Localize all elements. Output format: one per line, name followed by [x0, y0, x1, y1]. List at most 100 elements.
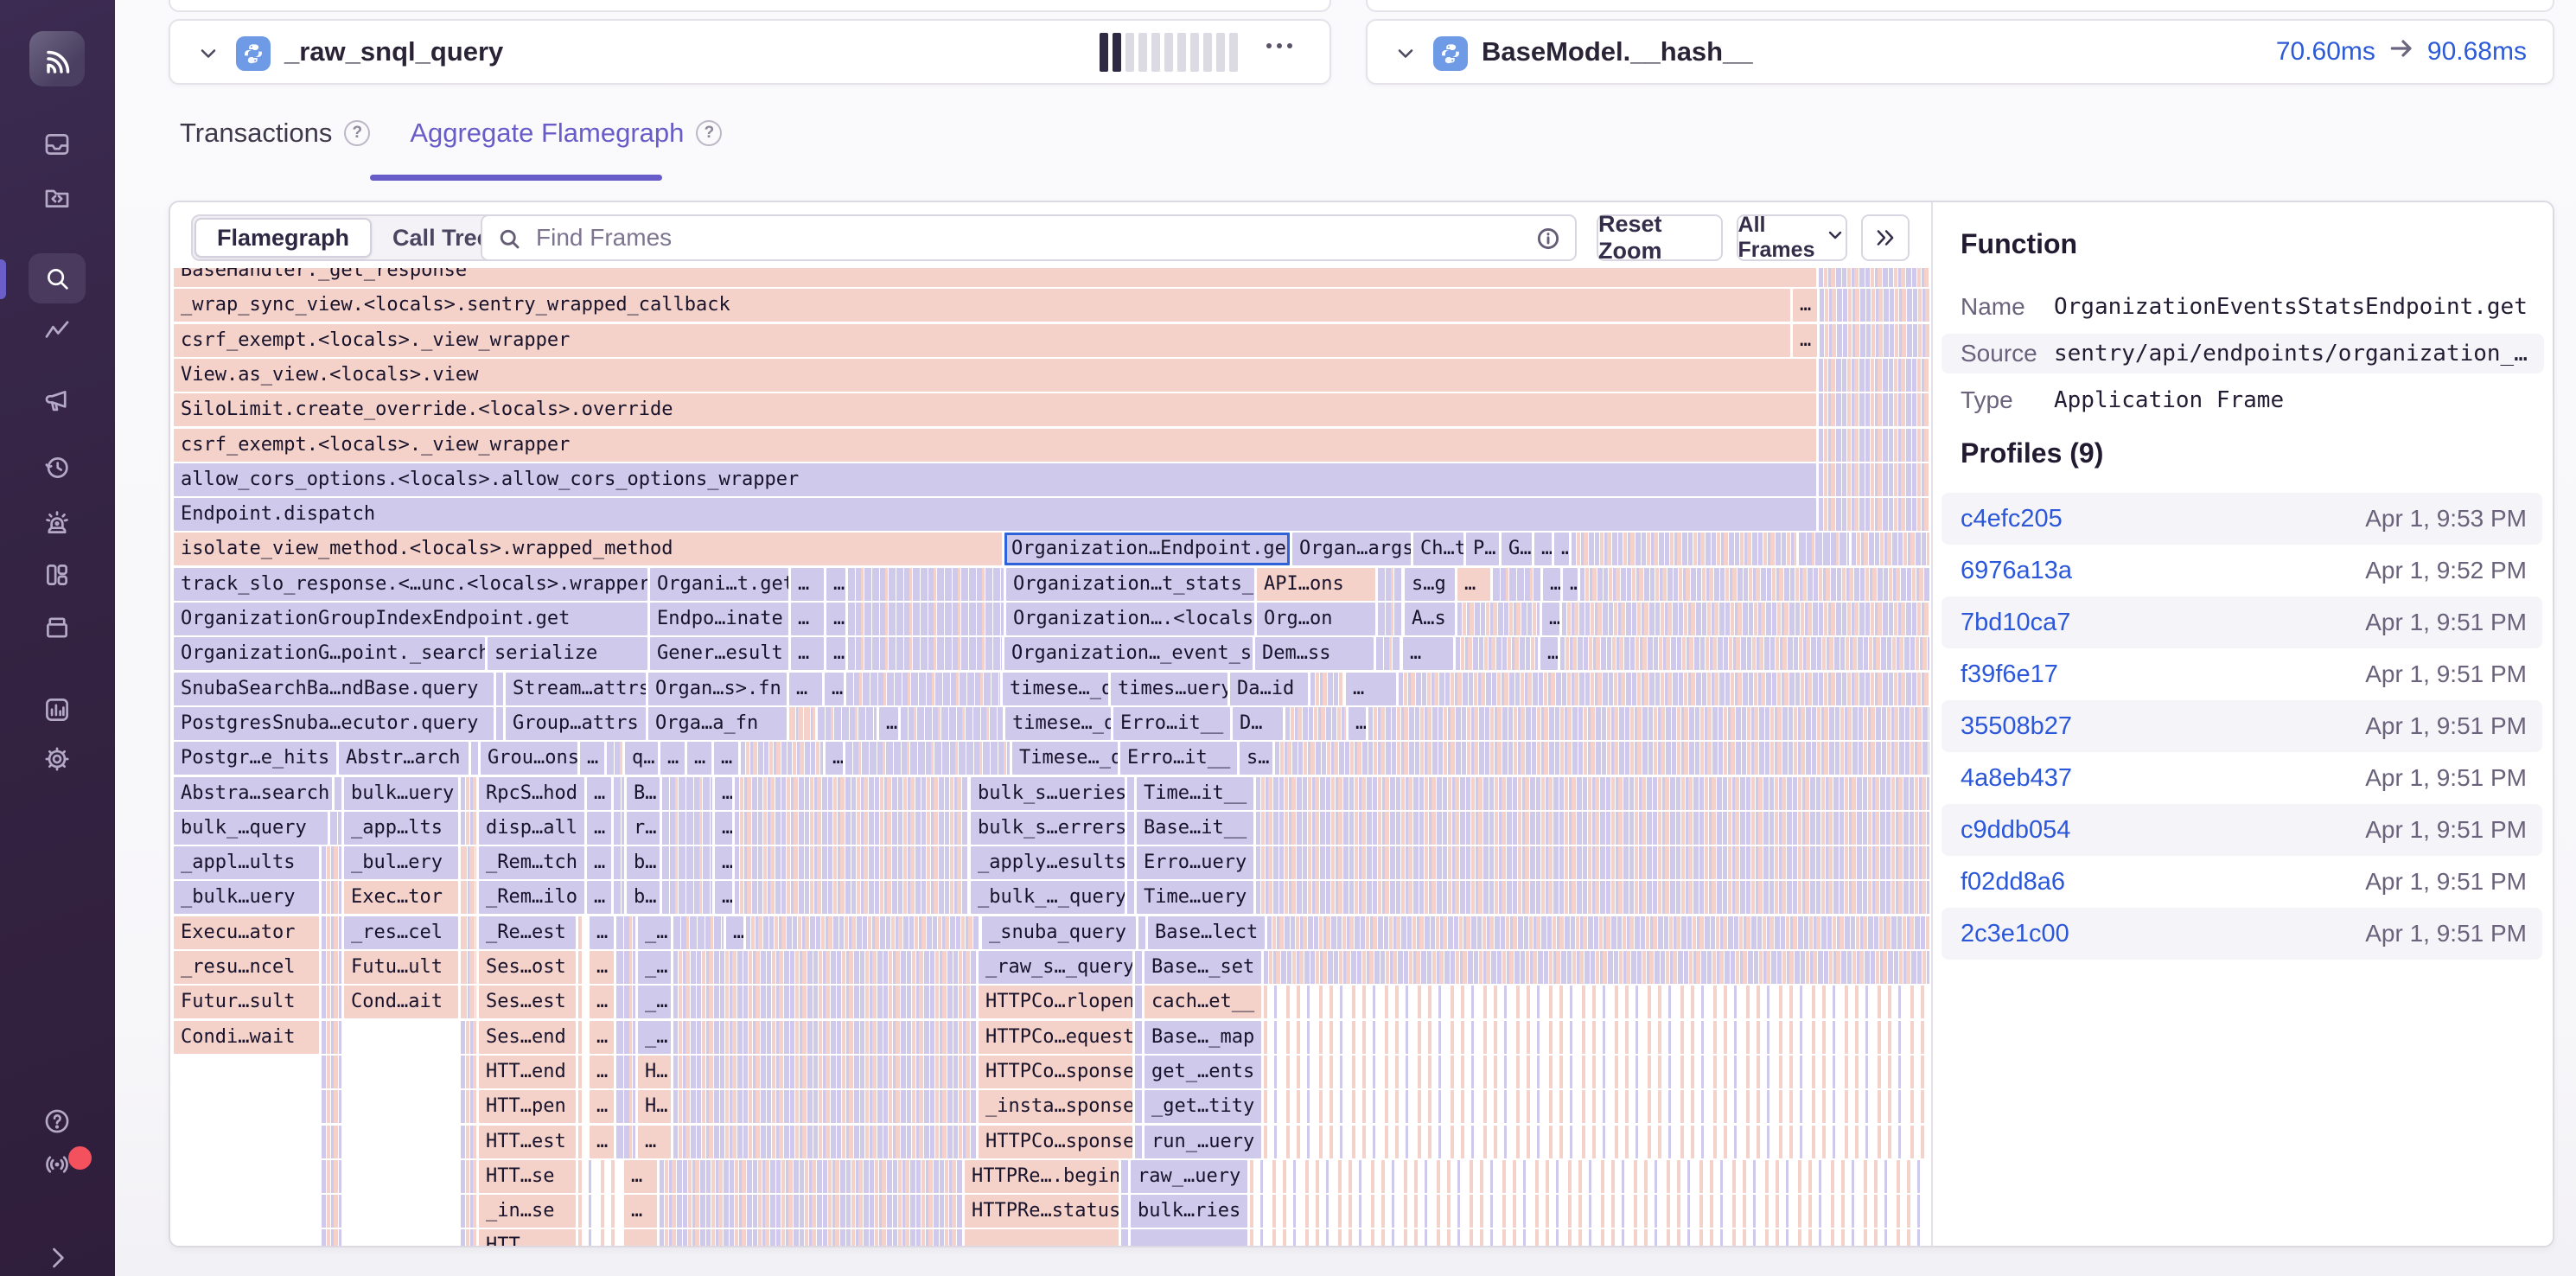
- sentry-logo[interactable]: [29, 31, 85, 86]
- flame-frame-slivers[interactable]: [1127, 846, 1134, 880]
- flame-frame[interactable]: …: [624, 1195, 657, 1228]
- flame-frame-slivers[interactable]: [461, 1055, 476, 1088]
- flame-frame[interactable]: …: [1543, 567, 1560, 601]
- flame-frame-slivers[interactable]: [673, 1090, 976, 1124]
- sidebar-item-explore-search[interactable]: [29, 253, 86, 303]
- flame-frame-slivers[interactable]: [1250, 1159, 1929, 1193]
- flame-frame-slivers[interactable]: [578, 1159, 622, 1193]
- flame-frame-slivers[interactable]: [1819, 358, 1929, 392]
- sidebar-item-alerts-siren[interactable]: [29, 498, 86, 548]
- flame-frame[interactable]: …: [1793, 289, 1817, 322]
- flame-frame[interactable]: …: [687, 742, 711, 775]
- flame-frame[interactable]: …: [624, 1229, 657, 1246]
- flame-frame-slivers[interactable]: [1819, 268, 1929, 287]
- flame-frame[interactable]: …: [587, 881, 611, 915]
- flame-frame[interactable]: timese…_query: [1005, 706, 1111, 740]
- flame-frame[interactable]: …: [1346, 672, 1396, 705]
- flame-frame-slivers[interactable]: [614, 846, 624, 880]
- flame-frame[interactable]: _insta…sponse: [979, 1090, 1132, 1124]
- flame-frame[interactable]: …: [826, 742, 843, 775]
- flame-frame[interactable]: Postgr…e_hits: [174, 742, 336, 775]
- flame-frame[interactable]: …: [715, 776, 732, 810]
- flame-frame-slivers[interactable]: [1256, 846, 1929, 880]
- flame-frame[interactable]: r…: [627, 811, 660, 845]
- flame-frame[interactable]: _bulk…uery: [174, 881, 319, 915]
- flame-frame-slivers[interactable]: [673, 986, 976, 1019]
- flame-frame[interactable]: D…: [1233, 706, 1283, 740]
- flame-frame[interactable]: Organization…_event_stats: [1004, 637, 1253, 671]
- flame-frame[interactable]: …: [1563, 567, 1578, 601]
- flame-frame[interactable]: …: [715, 881, 732, 915]
- flame-frame[interactable]: …: [826, 603, 845, 635]
- flame-frame-slivers[interactable]: [848, 603, 1004, 635]
- flame-frame-slivers[interactable]: [1820, 289, 1929, 322]
- flame-frame[interactable]: …: [590, 1055, 614, 1088]
- flame-frame-slivers[interactable]: [496, 672, 503, 705]
- flame-frame[interactable]: …: [590, 1020, 614, 1054]
- tab-transactions[interactable]: Transactions ?: [180, 118, 371, 149]
- flame-frame-slivers[interactable]: [673, 1125, 976, 1158]
- flame-frame[interactable]: _Rem…tch: [479, 846, 584, 880]
- flamegraph-mode-button[interactable]: Flamegraph: [194, 218, 373, 258]
- flame-frame[interactable]: HTT…: [479, 1229, 576, 1246]
- flame-frame[interactable]: B…: [627, 776, 660, 810]
- flame-frame[interactable]: Da…id: [1230, 672, 1308, 705]
- flame-frame[interactable]: Organization….<locals>.fn: [1006, 603, 1254, 635]
- flame-frame-slivers[interactable]: [1264, 1020, 1929, 1054]
- flame-frame[interactable]: OrganizationGroupIndexEndpoint.get: [174, 603, 647, 635]
- flame-frame[interactable]: HTT…est: [479, 1125, 576, 1158]
- flame-frame-slivers[interactable]: [1135, 986, 1142, 1019]
- flame-frame-slivers[interactable]: [845, 742, 1010, 775]
- flame-frame[interactable]: run_…uery: [1145, 1125, 1261, 1158]
- collapse-chevron-icon[interactable]: [1393, 41, 1418, 66]
- flame-frame-slivers[interactable]: [1560, 637, 1929, 671]
- flame-frame-slivers[interactable]: [578, 1090, 587, 1124]
- collapse-chevron-icon[interactable]: [196, 41, 220, 66]
- flame-frame[interactable]: …: [825, 672, 844, 705]
- flame-frame[interactable]: HTTPCo…sponse: [979, 1125, 1132, 1158]
- flame-frame[interactable]: Dem…ss: [1255, 637, 1374, 671]
- flame-frame[interactable]: _apply…esults: [971, 846, 1125, 880]
- flame-frame-slivers[interactable]: [1820, 323, 1929, 357]
- sidebar-item-replays-clock[interactable]: [29, 443, 86, 493]
- flame-frame[interactable]: Ses…end: [479, 1020, 576, 1054]
- help-question-icon[interactable]: ?: [344, 120, 371, 146]
- flame-frame[interactable]: _Rem…ilo: [479, 881, 584, 915]
- flame-frame-slivers[interactable]: [461, 1159, 476, 1193]
- flame-frame[interactable]: Gener…esult: [650, 637, 788, 671]
- flame-frame[interactable]: times…uery: [1111, 672, 1227, 705]
- flame-frame-slivers[interactable]: [735, 776, 968, 810]
- flame-frame[interactable]: Base…lect: [1148, 916, 1265, 949]
- profile-link[interactable]: 35508b27: [1961, 712, 2073, 740]
- flame-frame[interactable]: bulk_…query: [174, 811, 328, 845]
- flame-frame[interactable]: …: [1793, 323, 1817, 357]
- flame-frame[interactable]: q…: [625, 742, 658, 775]
- flame-frame[interactable]: HTTPCo…rlopen: [979, 986, 1132, 1019]
- flame-frame-slivers[interactable]: [1819, 463, 1929, 496]
- flame-frame[interactable]: API…ons: [1257, 567, 1375, 601]
- flame-frame[interactable]: Erro…it__: [1113, 706, 1230, 740]
- flame-frame[interactable]: HTTPCo…sponse: [979, 1055, 1132, 1088]
- flamegraph-canvas[interactable]: BaseHandler._get_response _wrap_sync_view…: [172, 268, 1929, 1246]
- sidebar-item-projects[interactable]: [29, 172, 86, 222]
- sidebar-item-performance[interactable]: [29, 306, 86, 356]
- flame-frame[interactable]: …: [580, 742, 604, 775]
- flame-frame-slivers[interactable]: [1138, 916, 1145, 949]
- profile-link[interactable]: 6976a13a: [1961, 557, 2073, 584]
- flame-frame-slivers[interactable]: [616, 916, 635, 949]
- flame-frame[interactable]: Execu…ator: [174, 916, 319, 949]
- flame-frame[interactable]: …: [791, 637, 824, 671]
- flame-frame[interactable]: …: [1542, 603, 1559, 635]
- flame-frame-slivers[interactable]: [461, 1125, 476, 1158]
- flame-frame-slivers[interactable]: [1264, 986, 1929, 1019]
- flame-frame[interactable]: raw_…uery: [1131, 1159, 1247, 1193]
- flame-frame[interactable]: _appl…ults: [174, 846, 319, 880]
- flame-frame-slivers[interactable]: [1135, 1055, 1142, 1088]
- flame-frame-slivers[interactable]: [616, 1020, 635, 1054]
- flame-frame[interactable]: …: [587, 846, 611, 880]
- flame-frame-slivers[interactable]: [1799, 533, 1849, 566]
- flame-frame-slivers[interactable]: [1562, 603, 1929, 635]
- flame-frame[interactable]: Grou…ons: [481, 742, 577, 775]
- flame-frame-slivers[interactable]: [578, 1195, 622, 1228]
- flame-frame-slivers[interactable]: [1256, 881, 1929, 915]
